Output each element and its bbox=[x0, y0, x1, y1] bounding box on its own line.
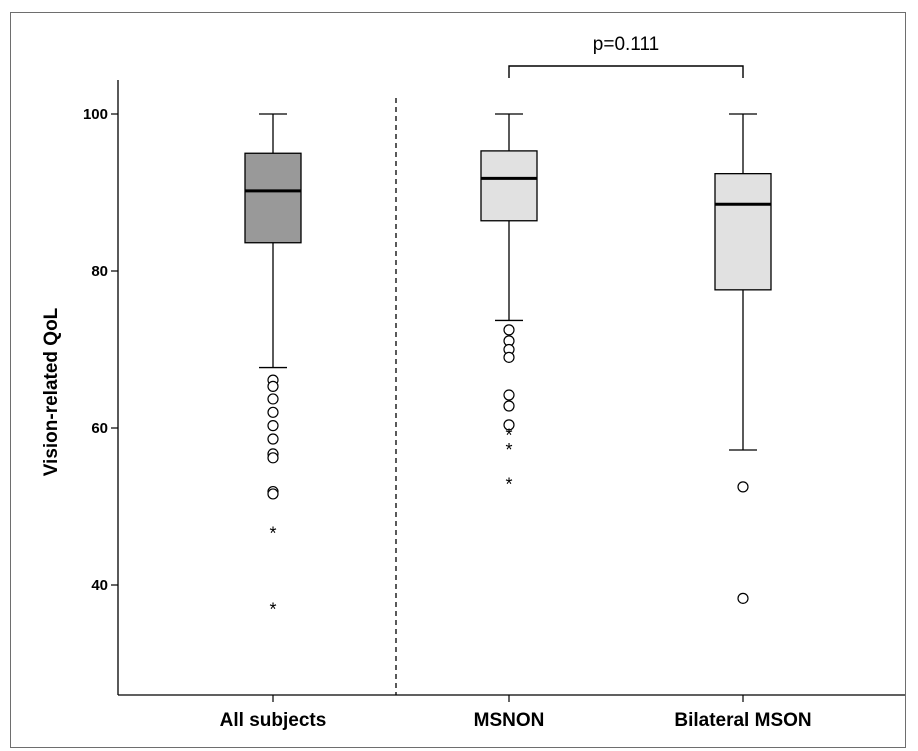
outlier-point bbox=[267, 488, 279, 500]
outlier-point bbox=[737, 481, 749, 493]
iqr-box bbox=[244, 152, 302, 244]
y-tick-label: 60 bbox=[91, 420, 108, 437]
extreme-point: * bbox=[269, 523, 276, 543]
y-tick-label: 100 bbox=[83, 106, 108, 123]
iqr-box bbox=[714, 173, 772, 291]
y-tick-label: 80 bbox=[91, 263, 108, 280]
extreme-point: * bbox=[505, 440, 512, 460]
comparison-bracket bbox=[508, 65, 744, 78]
x-tick-label: All subjects bbox=[220, 710, 327, 731]
outlier-point bbox=[503, 419, 515, 431]
extreme-point: * bbox=[505, 475, 512, 495]
x-tick-label: Bilateral MSON bbox=[674, 710, 811, 731]
box-group-msnon: *** bbox=[480, 113, 538, 495]
y-tick-label: 40 bbox=[91, 577, 108, 594]
p-value-label: p=0.111 bbox=[593, 34, 659, 55]
outlier-point bbox=[267, 380, 279, 392]
box-group-all-subjects: ** bbox=[244, 113, 302, 620]
figure-frame bbox=[10, 12, 906, 748]
outlier-point bbox=[267, 433, 279, 445]
boxes-layer: ***** bbox=[244, 113, 772, 620]
x-tick-label: MSNON bbox=[474, 710, 545, 731]
outlier-point bbox=[503, 351, 515, 363]
extreme-point: * bbox=[269, 600, 276, 620]
outlier-point bbox=[737, 592, 749, 604]
outlier-point bbox=[267, 406, 279, 418]
outlier-point bbox=[503, 400, 515, 412]
outlier-point bbox=[503, 389, 515, 401]
iqr-box bbox=[480, 150, 538, 222]
outlier-point bbox=[267, 393, 279, 405]
outlier-point bbox=[267, 452, 279, 464]
outlier-point bbox=[267, 420, 279, 432]
annotation-layer: p=0.111 bbox=[508, 34, 744, 78]
outlier-point bbox=[503, 324, 515, 336]
y-axis-label: Vision-related QoL bbox=[41, 307, 62, 476]
extreme-point: * bbox=[505, 425, 512, 445]
axes: 40 60 80 100 All subjects MSNON Bilateral MSON bbox=[83, 80, 905, 731]
box-group-bilateral-mson bbox=[714, 113, 772, 604]
